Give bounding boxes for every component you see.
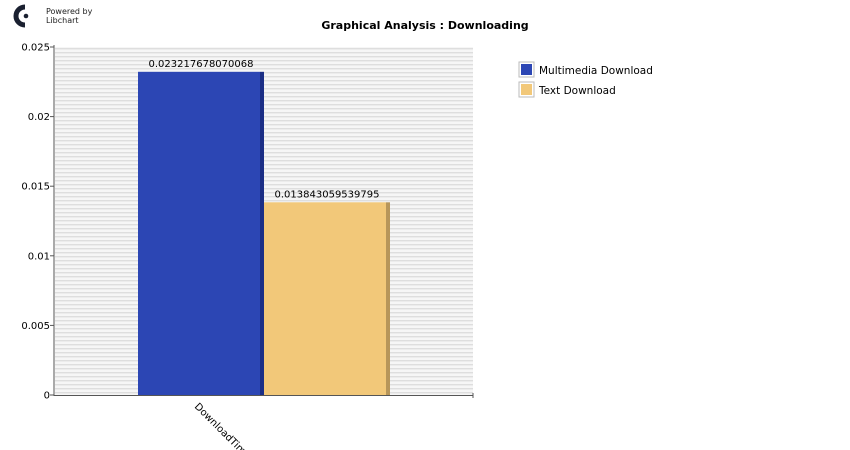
libchart-logo-icon: [13, 4, 29, 28]
libchart-text: Libchart: [46, 16, 79, 25]
x-tick-label: DownloadTime: [192, 401, 252, 450]
bar-shade: [260, 71, 264, 395]
legend-swatch: [521, 84, 532, 95]
bars: 0.023217678070068 0.013843059539795: [138, 59, 390, 395]
y-ticks: 0 0.005 0.01 0.015 0.02 0.025: [21, 43, 54, 402]
bar-multimedia-download: [138, 71, 260, 395]
x-tick-labels: DownloadTime: [192, 401, 252, 450]
legend-swatch: [521, 64, 532, 75]
powered-by-text: Powered by: [46, 7, 93, 16]
bar-text-download: [264, 202, 386, 395]
y-tick-label: 0.01: [28, 251, 50, 262]
bar-value-label: 0.013843059539795: [275, 189, 380, 200]
y-tick-label: 0.005: [21, 321, 50, 332]
y-tick-label: 0.015: [21, 182, 50, 193]
legend-label: Text Download: [538, 85, 616, 97]
y-tick-label: 0: [44, 391, 50, 402]
bar-value-label: 0.023217678070068: [149, 59, 254, 70]
y-tick-label: 0.02: [28, 112, 50, 123]
libchart-logo: Powered by Libchart: [13, 4, 93, 28]
legend: Multimedia Download Text Download: [518, 61, 653, 98]
legend-label: Multimedia Download: [539, 65, 653, 77]
chart-title: Graphical Analysis : Downloading: [321, 19, 528, 32]
y-tick-label: 0.025: [21, 43, 50, 54]
bar-shade: [386, 202, 390, 395]
